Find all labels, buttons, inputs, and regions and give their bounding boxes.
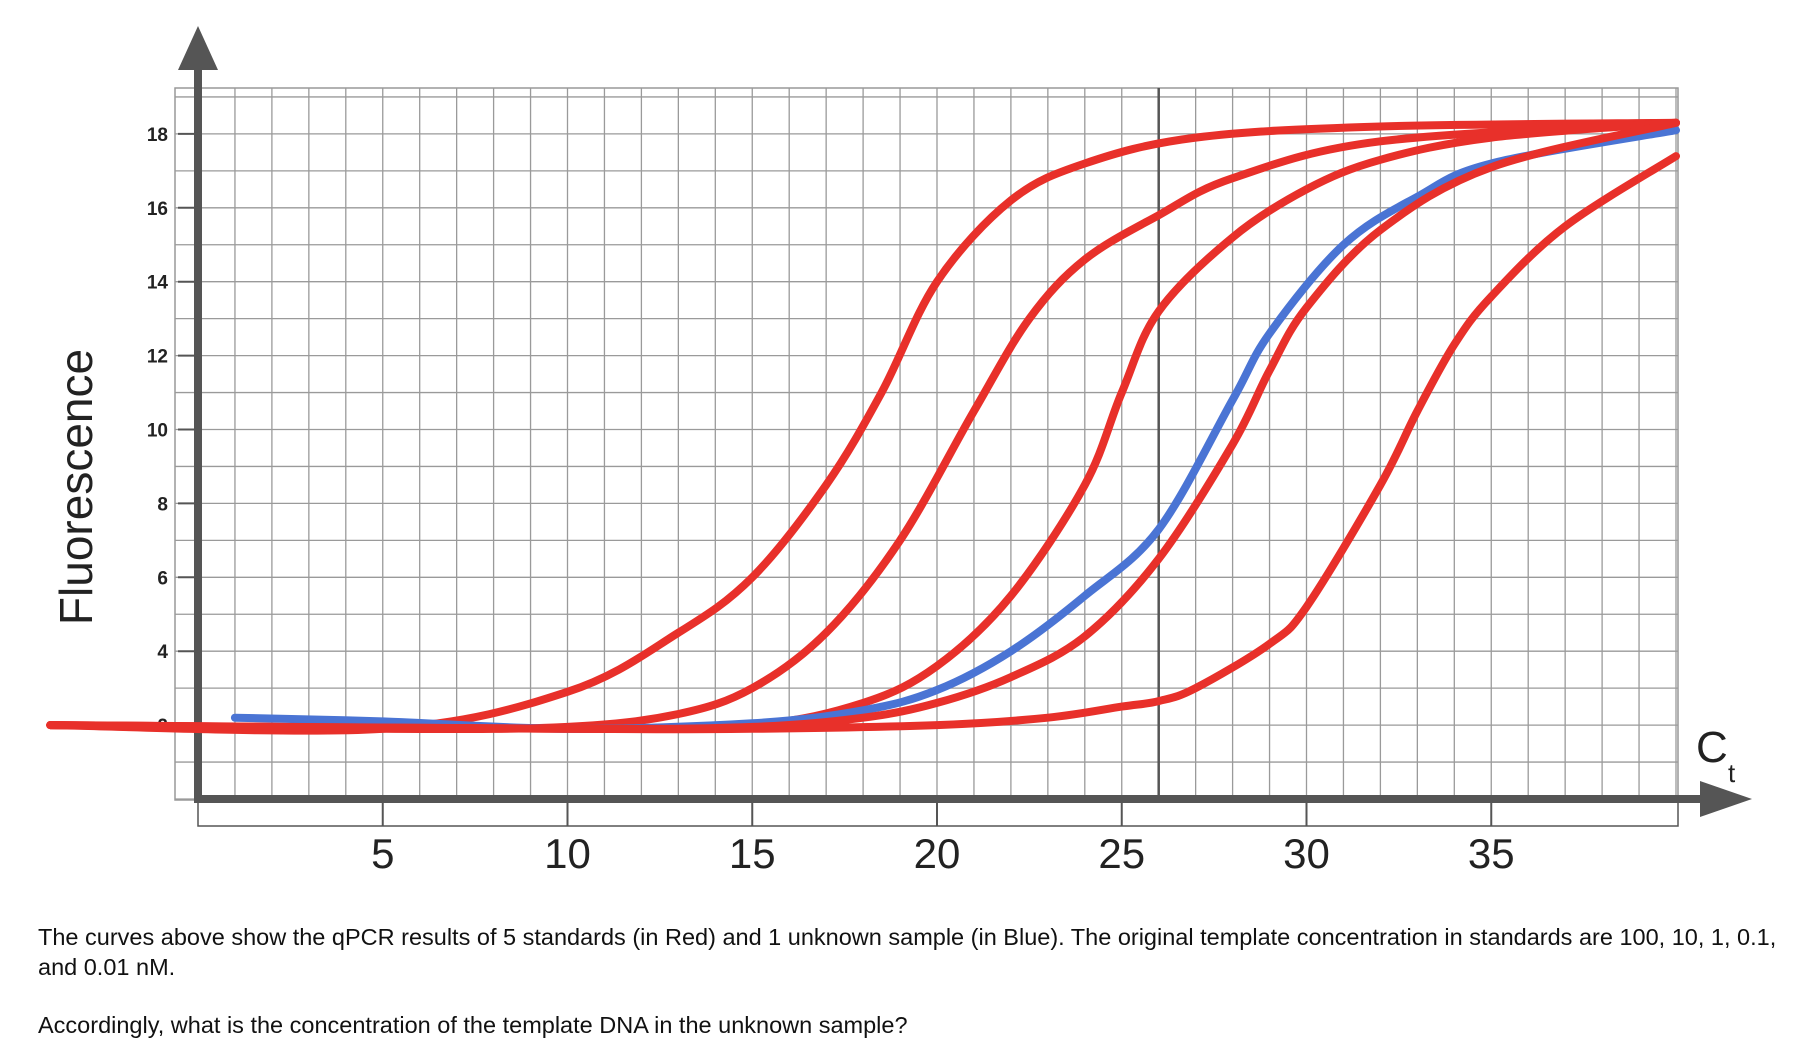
- y-axis-arrow: [178, 26, 218, 70]
- y-tick-label: 16: [147, 199, 168, 220]
- y-tick-label: 8: [157, 494, 168, 515]
- plot-grid: [174, 87, 1679, 801]
- x-tick-label: 30: [1283, 830, 1330, 877]
- y-axis-label: Fluorescence: [50, 349, 102, 625]
- standard-curve-6: [46, 152, 1680, 734]
- x-tick-label: 5: [371, 830, 394, 877]
- x-tick-label: 20: [914, 830, 961, 877]
- y-tick-label: 12: [147, 347, 168, 368]
- x-axis-label-subscript: t: [1728, 758, 1736, 788]
- question-context: The curves above show the qPCR results o…: [38, 924, 1777, 980]
- x-tick-label: 10: [544, 830, 591, 877]
- x-tick-labels: 5 10 15 20 25 30 35: [371, 800, 1515, 877]
- y-tick-label: 18: [147, 125, 168, 146]
- x-tick-label: 25: [1098, 830, 1145, 877]
- x-axis-arrow: [1700, 781, 1752, 817]
- x-axis-label: C: [1696, 723, 1728, 772]
- question-prompt: Accordingly, what is the concentration o…: [38, 1012, 908, 1038]
- x-tick-label: 35: [1468, 830, 1515, 877]
- x-tick-label: 15: [729, 830, 776, 877]
- y-tick-label: 4: [157, 642, 168, 663]
- standard-curve-1: [46, 118, 1680, 735]
- y-tick-label: 10: [147, 421, 168, 442]
- y-tick-label: 6: [157, 568, 168, 589]
- y-tick-label: 14: [147, 273, 169, 294]
- amplification-curves: [46, 118, 1680, 735]
